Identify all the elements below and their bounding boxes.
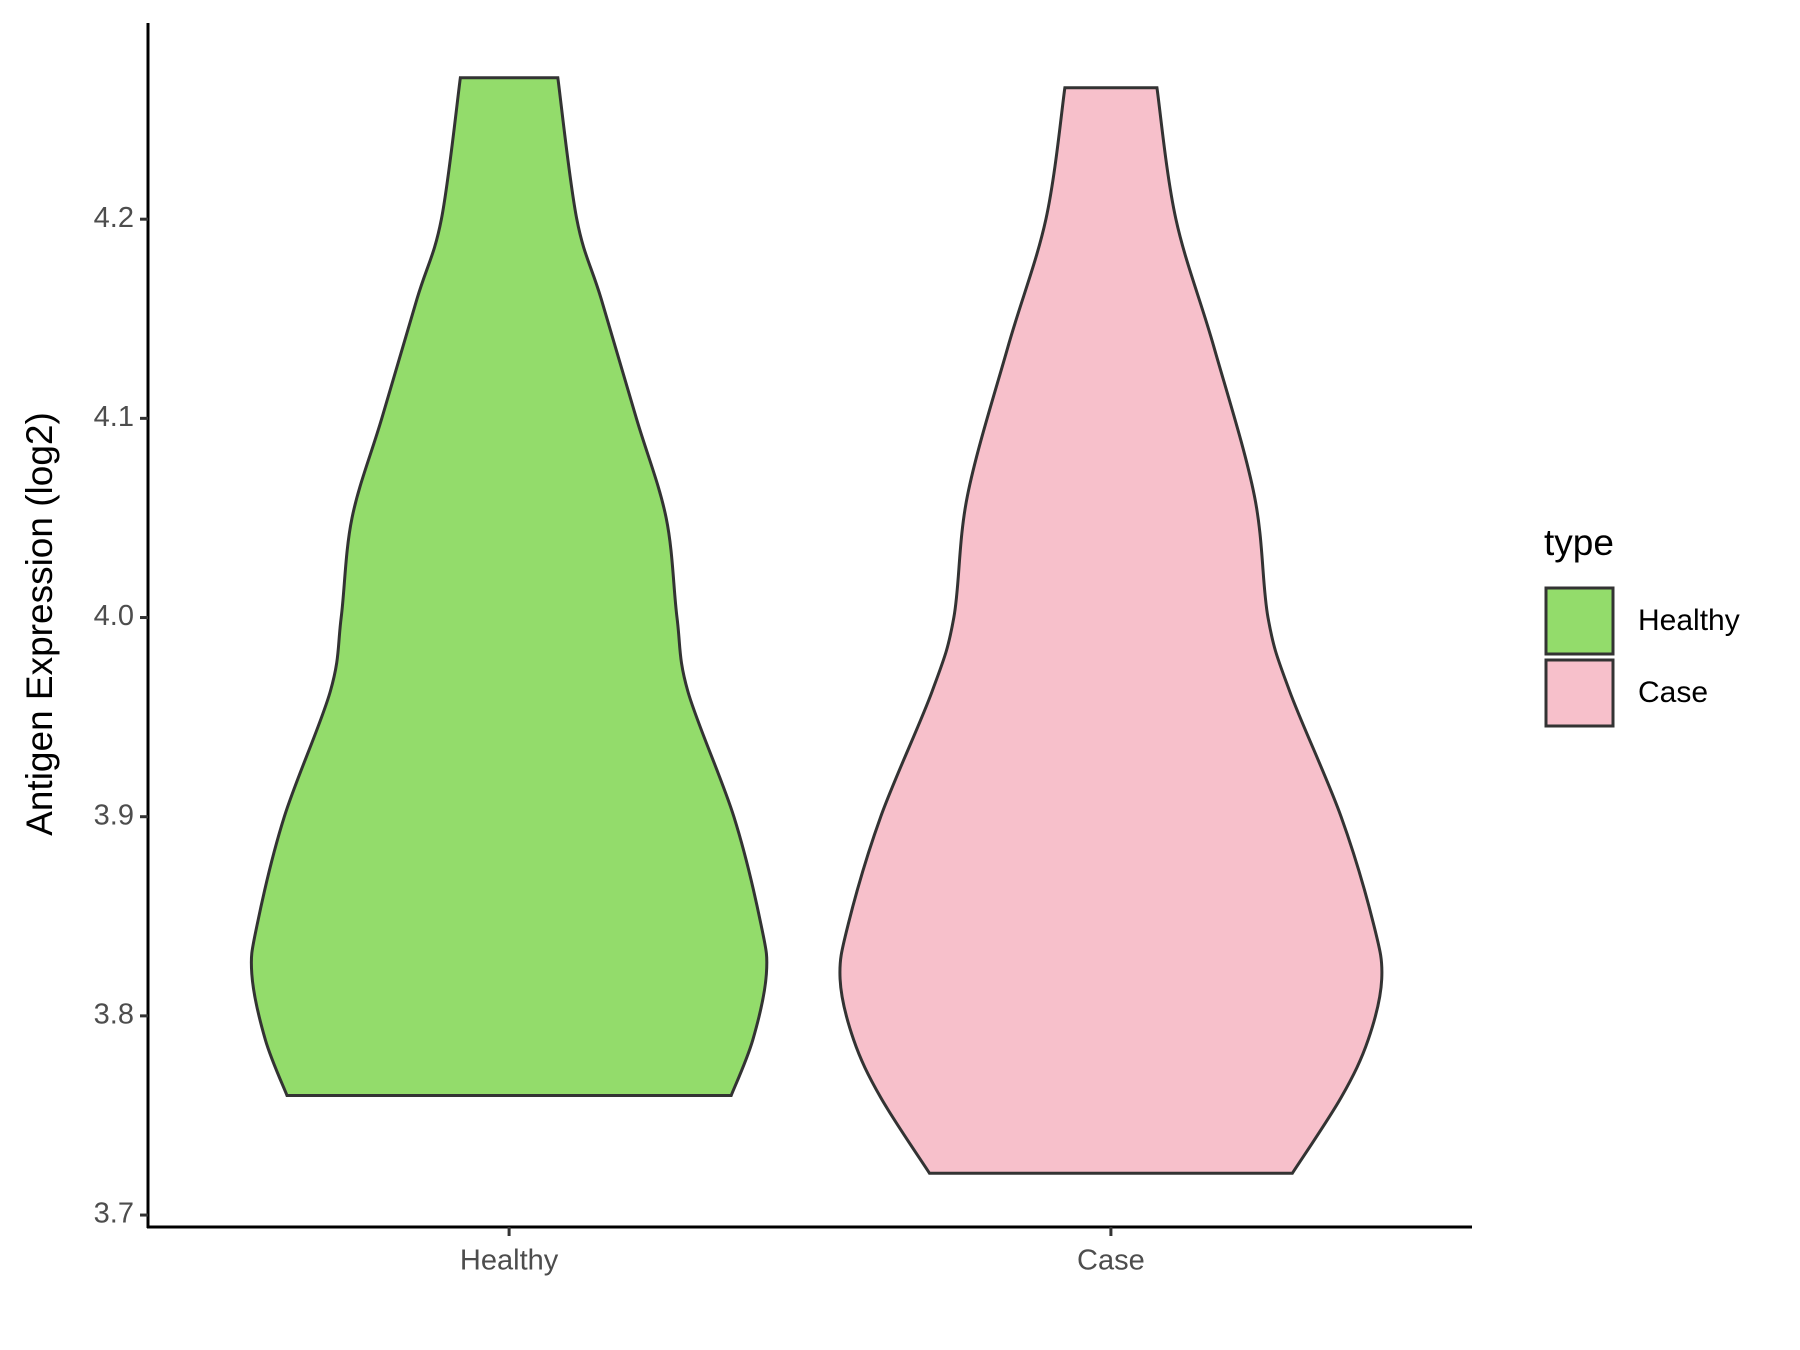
y-tick-label: 3.8 (94, 999, 134, 1031)
y-tick-label: 3.9 (94, 799, 134, 831)
legend-key (1544, 586, 1615, 656)
y-axis-title: Antigen Expression (log2) (19, 412, 60, 836)
y-tick-label: 4.0 (94, 600, 134, 632)
legend-label: Healthy (1638, 604, 1740, 637)
legend-label: Case (1638, 676, 1708, 709)
y-tick-label: 3.7 (94, 1198, 134, 1230)
y-tick-label: 4.1 (94, 401, 134, 433)
legend-title: type (1544, 522, 1614, 563)
violin (249, 76, 769, 1098)
legend-key (1544, 658, 1615, 728)
y-tick-label: 4.2 (94, 202, 134, 234)
x-tick-label: Case (1077, 1245, 1145, 1277)
violin (838, 86, 1384, 1175)
x-tick-label: Healthy (460, 1245, 559, 1277)
